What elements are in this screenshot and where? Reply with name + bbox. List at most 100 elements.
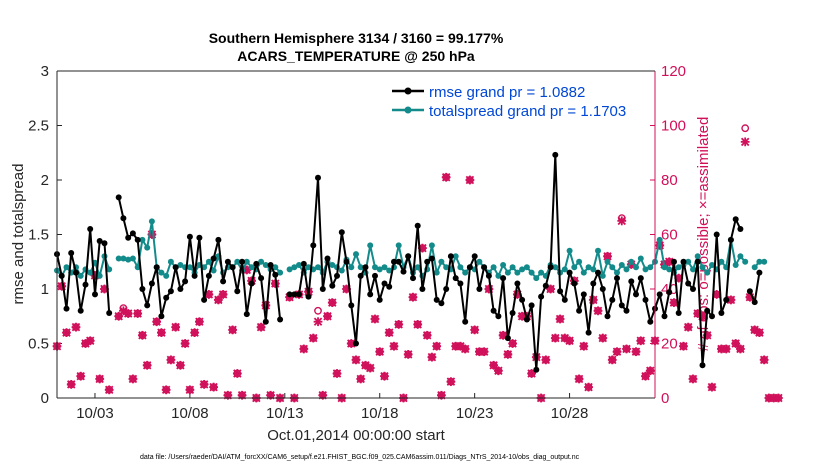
rmse-point (466, 264, 473, 271)
obs-assimilated-point (370, 314, 380, 324)
totalspread-point (656, 236, 663, 243)
totalspread-point (614, 269, 620, 276)
rmse-point (656, 291, 663, 298)
rmse-point (538, 293, 545, 300)
rmse-point (405, 253, 412, 260)
rmse-point (585, 329, 592, 336)
obs-assimilated-point (721, 344, 731, 354)
rmse-point (129, 230, 136, 237)
legend-rmse-marker (404, 87, 412, 95)
obs-assimilated-point (579, 341, 589, 351)
obs-assimilated-point (432, 341, 442, 351)
totalspread-point (258, 258, 265, 265)
totalspread-point (462, 269, 469, 276)
y-tick-label-left: 2 (41, 172, 49, 189)
obs-assimilated-point (299, 344, 309, 354)
totalspread-point (538, 269, 545, 276)
y-tick-label-right: 20 (661, 336, 678, 353)
rmse-point (348, 302, 355, 309)
rmse-point (732, 216, 739, 223)
totalspread-point (163, 272, 170, 279)
obs-assimilated-point (493, 366, 503, 376)
totalspread-point (514, 269, 521, 276)
rmse-point (547, 264, 554, 271)
x-tick-label: 10/28 (551, 405, 589, 422)
obs-assimilated-point (66, 379, 76, 389)
rmse-point (125, 234, 132, 241)
obs-assimilated-point (228, 325, 238, 335)
rmse-point (595, 269, 601, 276)
rmse-point (201, 296, 208, 303)
obs-assimilated-point (679, 341, 688, 351)
obs-assimilated-point (588, 295, 598, 305)
totalspread-point (576, 258, 583, 265)
rmse-point (324, 255, 331, 262)
rmse-point (243, 311, 250, 318)
rmse-point (428, 255, 435, 262)
y-tick-label-right: 120 (661, 63, 686, 80)
totalspread-point (243, 258, 250, 265)
totalspread-point (585, 264, 592, 271)
totalspread-point (177, 262, 184, 268)
rmse-point (557, 288, 564, 295)
totalspread-point (296, 262, 302, 268)
totalspread-point (685, 258, 692, 265)
obs-assimilated-point (356, 374, 366, 384)
obs-assimilated-point (57, 281, 67, 291)
obs-assimilated-point (636, 336, 646, 346)
chart-title-line2: ACARS_TEMPERATURE @ 250 hPa (237, 48, 475, 64)
rmse-point (590, 280, 597, 287)
rmse-point (424, 258, 431, 265)
x-axis-ticks: 10/03 10/08 10/13 10/18 10/23 10/28 (76, 393, 588, 422)
totalspread-point (523, 264, 530, 271)
obs-assimilated-point (199, 379, 209, 389)
rmse-point (158, 313, 165, 320)
x-tick-label: 10/08 (171, 405, 209, 422)
obs-assimilated-point (479, 347, 489, 357)
rmse-point (433, 296, 440, 303)
rmse-point (319, 286, 326, 292)
obs-assimilated-point (346, 339, 356, 348)
rmse-point (414, 222, 421, 229)
rmse-point (485, 272, 492, 279)
obs-assimilated-point (593, 306, 603, 316)
totalspread-point (315, 264, 321, 271)
rmse-point (338, 229, 345, 236)
obs-assimilated-point (645, 366, 655, 376)
obs-assimilated-point (707, 382, 717, 392)
rmse-point (305, 293, 312, 300)
chart-title-line1: Southern Hemisphere 3134 / 3160 = 99.177… (209, 30, 504, 46)
x-tick-label: 10/23 (456, 405, 494, 422)
totalspread-point (87, 269, 94, 276)
rmse-point (381, 280, 388, 287)
rmse-point (709, 313, 715, 320)
rmse-point (523, 316, 530, 323)
totalspread-point (381, 264, 388, 271)
rmse-point (182, 278, 189, 285)
rmse-point (694, 258, 701, 265)
obs-assimilated-point (503, 350, 513, 359)
obs-assimilated-point (550, 333, 560, 343)
rmse-point (329, 282, 336, 289)
rmse-point (746, 288, 753, 295)
obs-assimilated-point (584, 382, 593, 392)
totalspread-point (305, 264, 312, 271)
y-tick-label-left: 3 (41, 63, 49, 80)
totalspread-point (699, 264, 706, 271)
totalspread-point (519, 266, 526, 273)
totalspread-point (329, 262, 336, 268)
totalspread-point (139, 236, 146, 243)
rmse-point (310, 242, 317, 249)
rmse-point (718, 310, 725, 316)
obs-assimilated-point (394, 320, 404, 329)
totalspread-point (438, 258, 445, 265)
totalspread-point (476, 258, 483, 265)
obs-assimilated-point (313, 317, 323, 327)
rmse-point (258, 275, 265, 282)
rmse-point (196, 234, 203, 241)
obs-assimilated-point (380, 371, 389, 381)
obs-assimilated-point (465, 175, 475, 185)
rmse-point (224, 258, 231, 265)
totalspread-point (291, 264, 298, 271)
obs-assimilated-point (617, 216, 627, 226)
